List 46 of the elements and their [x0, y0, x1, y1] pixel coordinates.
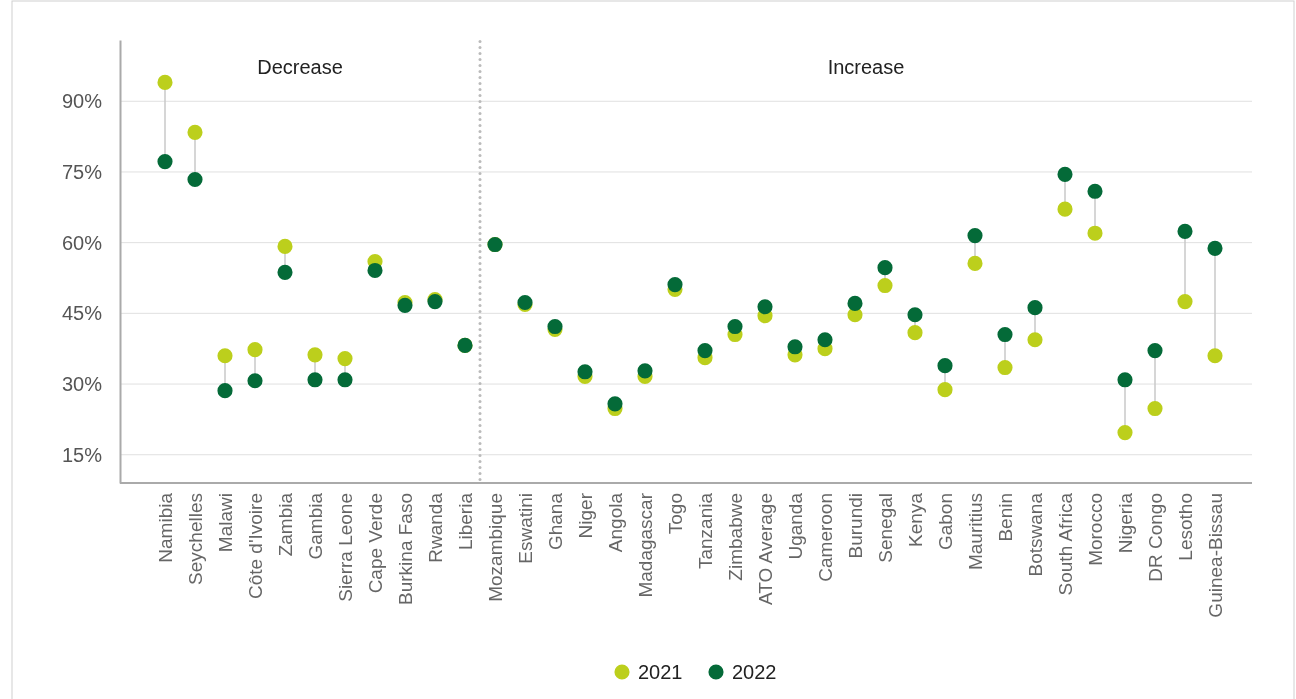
x-tick-label: Togo: [664, 493, 686, 535]
x-tick-label: Gambia: [304, 492, 326, 560]
x-tick-label: Seychelles: [184, 493, 206, 585]
x-tick-label: ATO Average: [754, 493, 776, 605]
x-tick-label: Angola: [604, 492, 626, 553]
x-tick-label: Cameroon: [814, 493, 836, 582]
x-tick-label: Nigeria: [1114, 492, 1136, 554]
y-tick-label: 15%: [61, 443, 103, 466]
x-tick-label: DR Congo: [1144, 493, 1166, 582]
x-tick-label: Liberia: [454, 492, 476, 551]
x-tick-label: Guinea-Bissau: [1204, 493, 1226, 618]
y-tick-label: 75%: [61, 160, 103, 183]
x-tick-label: Côte d'Ivoire: [244, 493, 266, 600]
x-tick-label: Cape Verde: [364, 493, 386, 594]
annotation: Increase: [827, 56, 905, 78]
x-tick-label: South Africa: [1054, 492, 1076, 596]
x-tick-label: Zimbabwe: [724, 493, 746, 581]
x-tick-label: Ghana: [544, 492, 566, 551]
x-tick-label: Senegal: [874, 493, 896, 563]
x-tick-label: Zambia: [274, 492, 296, 557]
x-tick-label: Benin: [994, 493, 1016, 542]
y-tick-label: 90%: [61, 90, 103, 113]
y-tick-label: 30%: [61, 372, 103, 395]
x-tick-label: Morocco: [1084, 493, 1106, 566]
y-tick-label: 45%: [61, 302, 103, 325]
x-tick-label: Niger: [574, 492, 596, 539]
legend-label: 2022: [732, 661, 777, 683]
x-tick-label: Burundi: [844, 493, 866, 559]
x-tick-label: Uganda: [784, 492, 806, 560]
legend-label: 2021: [638, 661, 683, 683]
x-tick-label: Lesotho: [1174, 493, 1196, 561]
x-tick-label: Eswatini: [514, 493, 536, 564]
x-tick-label: Botswana: [1024, 492, 1046, 577]
x-tick-label: Mozambique: [484, 493, 506, 602]
x-tick-label: Rwanda: [424, 492, 446, 563]
x-tick-label: Gabon: [934, 493, 956, 551]
x-tick-label: Sierra Leone: [334, 493, 356, 602]
x-tick-label: Burkina Faso: [394, 493, 416, 605]
annotation: Decrease: [257, 56, 343, 78]
x-tick-label: Namibia: [154, 492, 176, 563]
x-tick-label: Tanzania: [694, 492, 716, 570]
x-tick-label: Mauritius: [964, 493, 986, 571]
x-tick-label: Malawi: [214, 493, 236, 553]
x-tick-label: Kenya: [904, 492, 926, 547]
y-tick-label: 60%: [61, 231, 103, 254]
x-tick-label: Madagascar: [634, 492, 656, 598]
